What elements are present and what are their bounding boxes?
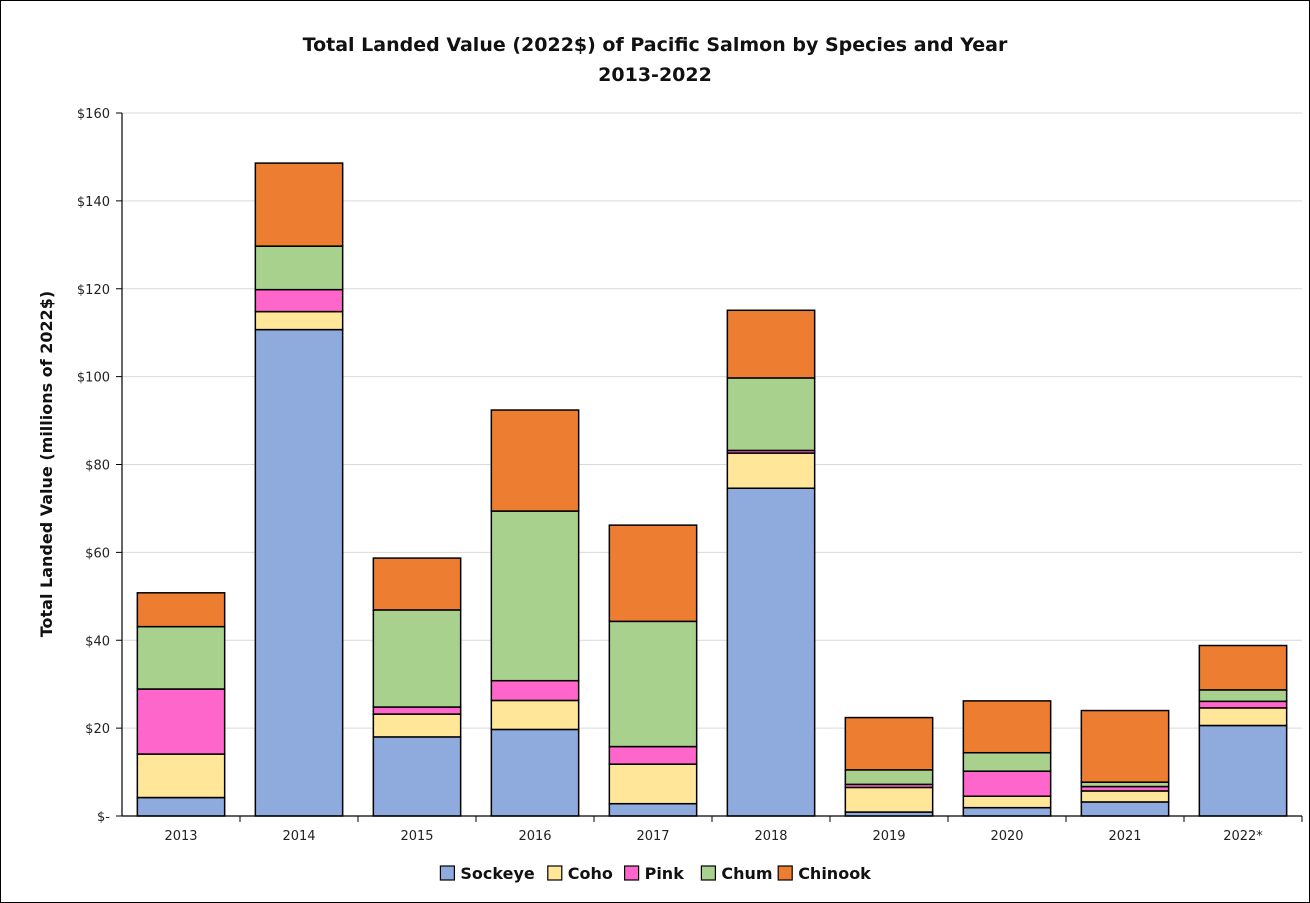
y-axis-label: Total Landed Value (millions of 2022$) [37, 291, 56, 638]
bar-segment-sockeye-2021 [1080, 801, 1170, 817]
x-tick-label: 2022* [1223, 829, 1263, 844]
bar-segment-chinook-2020 [962, 700, 1052, 754]
bar-segment-chum-2013 [136, 625, 226, 690]
bar-segment-coho-2020 [962, 795, 1052, 809]
y-tick-label: $160 [77, 107, 110, 122]
bar-segment-chum-2022 [1198, 689, 1288, 703]
bar-segment-chum-2016 [490, 510, 580, 682]
bar-segment-pink-2022 [1198, 700, 1288, 709]
bar-segment-coho-2019 [844, 786, 934, 813]
y-tick-label: $120 [77, 283, 110, 298]
y-tick-label: $60 [85, 546, 110, 561]
bar-segment-coho-2015 [372, 713, 462, 738]
bar-segment-chum-2019 [844, 769, 934, 786]
bar-segment-pink-2017 [608, 745, 698, 765]
legend-label-chum: Chum [721, 864, 772, 883]
bar-segment-chinook-2017 [608, 524, 698, 623]
x-tick-label: 2019 [872, 829, 905, 844]
legend-label-pink: Pink [645, 864, 685, 883]
bar-segment-chinook-2016 [490, 409, 580, 512]
bar-segment-coho-2022 [1198, 707, 1288, 727]
bar-segment-pink-2015 [372, 706, 462, 715]
bar-segment-chinook-2022 [1198, 644, 1288, 691]
bar-segment-sockeye-2016 [490, 728, 580, 817]
bar-segment-pink-2020 [962, 770, 1052, 797]
y-tick-label: $20 [85, 722, 110, 737]
bar-segment-pink-2016 [490, 679, 580, 702]
bars [136, 162, 1288, 817]
x-tick-label: 2014 [282, 829, 315, 844]
bar-segment-coho-2013 [136, 753, 226, 799]
bar-segment-sockeye-2015 [372, 736, 462, 817]
bar-segment-chum-2018 [726, 377, 816, 452]
bar-segment-sockeye-2014 [254, 328, 344, 817]
y-tick-label: $140 [77, 195, 110, 210]
y-tick-label: $- [97, 810, 110, 825]
bar-segment-chum-2020 [962, 751, 1052, 772]
bar-segment-chinook-2018 [726, 309, 816, 379]
bar-segment-sockeye-2022 [1198, 724, 1288, 817]
bar-segment-coho-2017 [608, 763, 698, 805]
bar-segment-sockeye-2017 [608, 802, 698, 817]
bar-segment-sockeye-2013 [136, 796, 226, 817]
legend-swatch-chinook [777, 865, 793, 881]
bar-segment-coho-2018 [726, 452, 816, 489]
legend: Sockeye Coho Pink Chum Chinook [439, 864, 871, 883]
bar-segment-chinook-2013 [136, 592, 226, 628]
y-tick-label: $40 [85, 634, 110, 649]
legend-swatch-chum [700, 865, 717, 881]
bar-segment-pink-2013 [136, 688, 226, 755]
y-tick-label: $80 [85, 459, 110, 474]
x-tick-label: 2021 [1108, 829, 1141, 844]
bar-segment-sockeye-2018 [726, 487, 816, 817]
axes: $- $20 $40 $60 $80 $100 $120 $140 $160 2013 2014 20… [77, 107, 1303, 844]
x-tick-label: 2018 [754, 829, 787, 844]
bar-segment-chinook-2015 [372, 557, 462, 611]
legend-swatch-pink [623, 865, 640, 881]
bar-segment-chum-2017 [608, 620, 698, 748]
chart-subtitle: 2013-2022 [598, 64, 712, 86]
chart-title: Total Landed Value (2022$) of Pacific Sa… [303, 34, 1008, 56]
legend-label-coho: Coho [568, 864, 613, 883]
bar-segment-coho-2014 [254, 310, 344, 331]
legend-label-sockeye: Sockeye [460, 864, 534, 883]
x-tick-label: 2016 [518, 829, 551, 844]
legend-swatch-sockeye [439, 865, 455, 881]
bar-segment-pink-2014 [254, 288, 344, 313]
bar-segment-chinook-2014 [254, 162, 344, 247]
x-tick-label: 2013 [164, 829, 197, 844]
y-tick-label: $100 [77, 371, 110, 386]
bar-segment-chinook-2019 [844, 716, 934, 771]
legend-label-chinook: Chinook [798, 864, 871, 883]
x-tick-label: 2020 [990, 829, 1023, 844]
bar-segment-chinook-2021 [1080, 709, 1170, 783]
bar-segment-coho-2016 [490, 699, 580, 731]
bar-segment-sockeye-2020 [962, 806, 1052, 817]
x-tick-label: 2017 [636, 829, 669, 844]
bar-segment-coho-2021 [1080, 790, 1170, 803]
bar-segment-chum-2014 [254, 245, 344, 291]
legend-swatch-coho [547, 865, 563, 881]
bar-segment-chum-2015 [372, 609, 462, 708]
x-tick-label: 2015 [400, 829, 433, 844]
